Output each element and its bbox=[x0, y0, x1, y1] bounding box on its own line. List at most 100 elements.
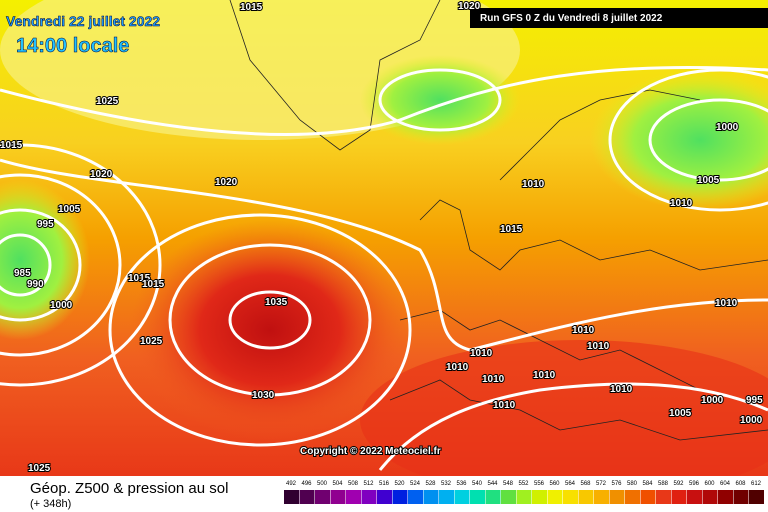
scale-swatch bbox=[702, 490, 718, 504]
scale-label: 504 bbox=[332, 481, 343, 487]
scale-label: 592 bbox=[673, 481, 684, 487]
isobar-label: 1000 bbox=[740, 415, 763, 426]
scale-swatch bbox=[733, 490, 749, 504]
scale-swatch bbox=[578, 490, 594, 504]
isobar-label: 1020 bbox=[215, 177, 238, 188]
scale-label: 612 bbox=[751, 481, 762, 487]
scale-swatch bbox=[671, 490, 687, 504]
isobar-label: 1010 bbox=[493, 400, 516, 411]
scale-swatch bbox=[439, 490, 454, 504]
scale-swatch bbox=[361, 490, 377, 504]
scale-swatch bbox=[470, 490, 485, 504]
isobar-label: 1025 bbox=[140, 336, 163, 347]
scale-label: 564 bbox=[565, 481, 576, 487]
footer-lead: (+ 348h) bbox=[30, 498, 71, 510]
scale-swatch bbox=[408, 490, 423, 504]
scale-label: 544 bbox=[487, 481, 498, 487]
isobar-label: 1035 bbox=[265, 297, 288, 308]
isobar-label: 1010 bbox=[587, 341, 610, 352]
scale-swatch bbox=[516, 490, 532, 504]
scale-label: 528 bbox=[425, 481, 436, 487]
isobar-label: 1010 bbox=[533, 370, 556, 381]
run-text: Run GFS 0 Z du Vendredi 8 juillet 2022 bbox=[480, 13, 663, 24]
scale-label: 556 bbox=[534, 481, 545, 487]
isobar-label: 1015 bbox=[500, 224, 523, 235]
isobar-label: 1020 bbox=[458, 1, 481, 12]
scale-swatch bbox=[640, 490, 656, 504]
scale-label: 588 bbox=[658, 481, 669, 487]
scale-label: 540 bbox=[472, 481, 483, 487]
scale-label: 568 bbox=[580, 481, 591, 487]
scale-swatch bbox=[563, 490, 578, 504]
scale-label: 496 bbox=[301, 481, 312, 487]
scale-swatch bbox=[330, 490, 346, 504]
valid-time: Vendredi 22 juillet 2022 bbox=[6, 13, 160, 29]
isobar-label: 1030 bbox=[252, 390, 275, 401]
field bbox=[360, 340, 768, 500]
isobar-label: 1015 bbox=[240, 2, 263, 13]
scale-label: 500 bbox=[317, 481, 328, 487]
isobar-label: 1010 bbox=[670, 198, 693, 209]
scale-swatch bbox=[501, 490, 516, 504]
high-field bbox=[130, 220, 410, 440]
scale-label: 604 bbox=[720, 481, 731, 487]
scale-label: 596 bbox=[689, 481, 700, 487]
scale-label: 512 bbox=[363, 481, 374, 487]
isobar-label: 1000 bbox=[50, 300, 73, 311]
isobar-label: 1010 bbox=[446, 362, 469, 373]
scale-swatch bbox=[454, 490, 470, 504]
scale-swatch bbox=[315, 490, 330, 504]
isobar-label: 1010 bbox=[470, 348, 493, 359]
color-scale: 492 496 500 504 508 512 516 520 524 528 532 536 540 5… bbox=[284, 481, 764, 504]
scale-label: 520 bbox=[394, 481, 405, 487]
scale-label: 492 bbox=[286, 481, 297, 487]
isobar-label: 1015 bbox=[128, 273, 151, 284]
scale-label: 552 bbox=[518, 481, 529, 487]
isobar-label: 1005 bbox=[58, 204, 81, 215]
scale-swatch bbox=[392, 490, 408, 504]
scale-label: 532 bbox=[441, 481, 452, 487]
scale-swatch bbox=[656, 490, 671, 504]
footer-title: Géop. Z500 & pression au sol bbox=[30, 480, 228, 497]
isobar-label: 1010 bbox=[572, 325, 595, 336]
isobar-label: 995 bbox=[746, 395, 763, 406]
scale-label: 584 bbox=[642, 481, 653, 487]
isobar-label: 1015 bbox=[142, 279, 165, 290]
isobar-label: 1025 bbox=[96, 96, 119, 107]
isobar-label: 1025 bbox=[28, 463, 51, 474]
local-time: 14:00 locale bbox=[16, 35, 129, 57]
scale-swatch bbox=[346, 490, 361, 504]
scale-swatch bbox=[299, 490, 315, 504]
scale-label: 600 bbox=[704, 481, 715, 487]
scale-label: 560 bbox=[549, 481, 560, 487]
scale-swatch bbox=[547, 490, 563, 504]
scale-label: 516 bbox=[379, 481, 390, 487]
isobar-label: 1000 bbox=[701, 395, 724, 406]
scale-label: 536 bbox=[456, 481, 467, 487]
isobar-label: 1005 bbox=[669, 408, 692, 419]
scale-label: 580 bbox=[627, 481, 638, 487]
scale-label: 572 bbox=[596, 481, 607, 487]
scale-swatch bbox=[423, 490, 439, 504]
isobars bbox=[0, 65, 768, 471]
run-banner bbox=[470, 8, 768, 28]
scale-label: 524 bbox=[410, 481, 421, 487]
isobar-label: 995 bbox=[37, 219, 54, 230]
isobar-label: 1000 bbox=[716, 122, 739, 133]
scale-label: 508 bbox=[348, 481, 359, 487]
scale-swatch bbox=[625, 490, 640, 504]
scale-swatch bbox=[687, 490, 702, 504]
isobar-label: 990 bbox=[27, 279, 44, 290]
copyright: Copyright © 2022 Meteociel.fr bbox=[300, 446, 441, 457]
low-field bbox=[590, 70, 768, 210]
coastlines bbox=[229, 0, 768, 441]
scale-swatch bbox=[594, 490, 609, 504]
scale-label: 608 bbox=[735, 481, 746, 487]
scale-swatch bbox=[377, 490, 392, 504]
isobar-label: 1010 bbox=[610, 384, 633, 395]
scale-swatch bbox=[749, 490, 764, 504]
scale-label: 576 bbox=[611, 481, 622, 487]
isobar-label: 985 bbox=[14, 268, 31, 279]
scale-swatch bbox=[284, 490, 299, 504]
